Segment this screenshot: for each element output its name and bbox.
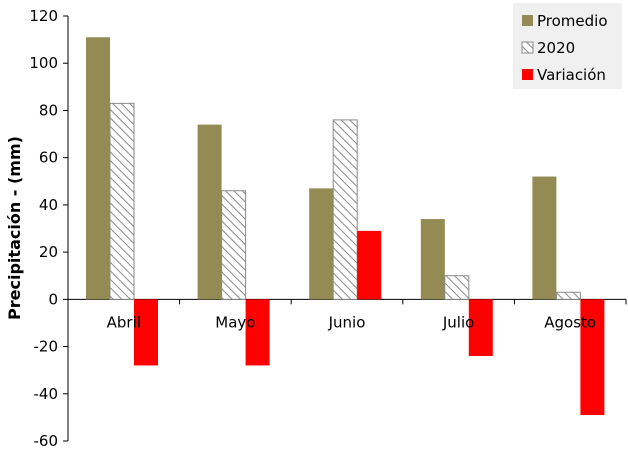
y-tick-label: -20 [34,338,59,356]
y-tick-label: 40 [39,196,58,214]
y-tick-label: 0 [48,290,58,308]
legend: Promedio 2020 Variación [513,3,622,89]
bar-2020-abril [109,102,135,300]
bar-promedio-julio [420,219,445,300]
category-label: Mayo [215,313,255,331]
legend-swatch [522,69,533,80]
bar-variación-mayo [245,299,270,366]
bar-promedio-junio [309,188,334,300]
bar-variación-agosto [580,299,605,416]
axes: -60 -40 -20 0 20 40 60 80 100 120 [29,7,627,450]
legend-label: Variación [537,66,606,84]
y-tick-label: 20 [39,243,58,261]
bar-variación-julio [468,299,493,356]
bars [86,37,605,416]
y-tick-label: 80 [39,101,58,119]
legend-swatch [521,41,534,54]
bar-2020-mayo [221,190,247,300]
y-axis-label: Precipitación - (mm) [5,136,24,320]
legend-label: Promedio [537,12,608,30]
y-tick-label: -40 [34,385,59,403]
bar-variación-abril [134,299,158,366]
category-label: Junio [328,313,366,331]
y-tick-label: 100 [29,54,58,72]
y-tick-label: -60 [34,432,59,450]
bar-promedio-abril [86,37,110,300]
bar-2020-junio [332,119,358,300]
y-tick-label: 60 [39,149,58,167]
bar-2020-agosto [555,291,581,300]
bar-promedio-agosto [532,176,557,300]
category-labels: Abril Mayo Junio Julio Agosto [107,313,596,331]
category-label: Julio [442,313,474,331]
category-label: Agosto [544,313,596,331]
bar-2020-julio [444,275,470,300]
category-label: Abril [107,313,141,331]
legend-swatch [522,15,533,26]
legend-label: 2020 [537,39,575,57]
bar-promedio-mayo [197,124,222,300]
y-tick-label: 120 [29,7,58,25]
bar-variación-junio [357,230,382,300]
